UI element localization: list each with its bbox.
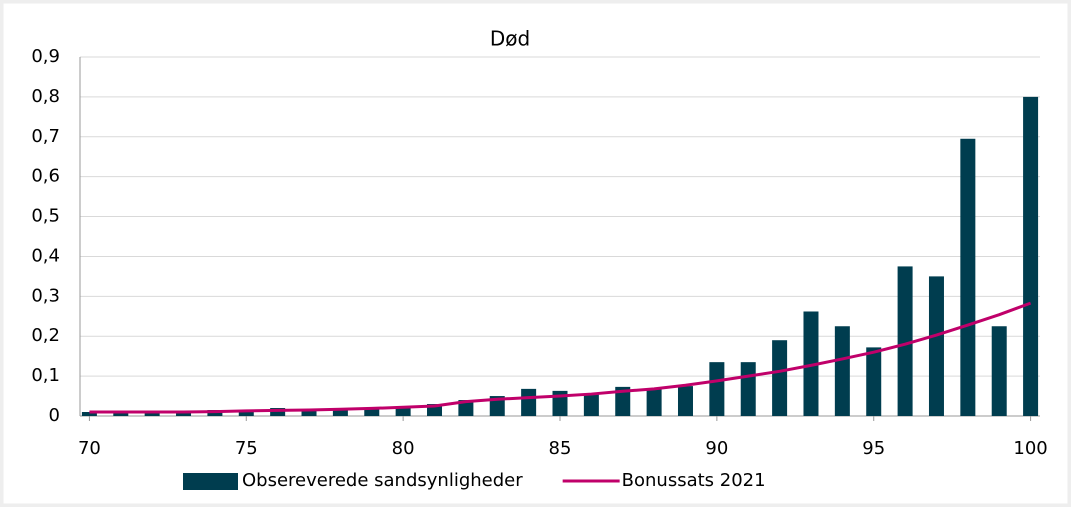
x-tick-label: 85: [549, 438, 572, 459]
bar: [960, 138, 976, 416]
bar: [176, 412, 192, 416]
bar: [521, 388, 537, 416]
y-tick-label: 0: [49, 405, 60, 426]
bar: [834, 326, 850, 416]
bar: [615, 386, 631, 416]
bar: [364, 408, 380, 416]
bar: [709, 362, 725, 416]
x-tick-label: 90: [705, 438, 728, 459]
bar: [866, 347, 882, 416]
y-tick-label: 0,9: [31, 46, 60, 67]
y-tick-label: 0,5: [31, 206, 60, 227]
bar: [458, 400, 474, 416]
bar: [489, 396, 505, 416]
bar: [113, 412, 129, 416]
x-tick-label: 95: [862, 438, 885, 459]
bar: [583, 394, 599, 416]
bar: [1023, 96, 1039, 416]
bar: [332, 410, 348, 416]
line: [89, 301, 1032, 414]
chart-title: Død: [490, 27, 530, 51]
bar: [270, 408, 286, 416]
bar: [395, 407, 411, 416]
bar: [991, 326, 1007, 416]
legend-label: Obsereverede sandsynligheder: [242, 470, 523, 491]
bar: [928, 276, 944, 416]
bar: [81, 412, 97, 416]
bar: [144, 412, 160, 416]
bar: [897, 266, 913, 416]
y-tick-label: 0,3: [31, 285, 60, 306]
y-tick-label: 0,8: [31, 86, 60, 107]
x-tick-label: 70: [78, 438, 101, 459]
y-tick-label: 0,2: [31, 325, 60, 346]
bar: [427, 404, 443, 416]
bar: [646, 388, 662, 416]
legend-label: Bonussats 2021: [622, 470, 766, 491]
bar: [740, 362, 756, 416]
legend-swatch: [183, 473, 238, 490]
bar: [803, 311, 819, 416]
bar: [772, 340, 788, 416]
y-tick-label: 0,1: [31, 365, 60, 386]
y-tick-label: 0,6: [31, 166, 60, 187]
bar: [677, 386, 693, 416]
y-tick-label: 0,4: [31, 245, 60, 266]
bar: [238, 410, 254, 416]
bar: [301, 410, 317, 416]
x-tick-label: 80: [392, 438, 415, 459]
x-tick-label: 100: [1013, 438, 1047, 459]
x-tick-label: 75: [235, 438, 258, 459]
y-tick-label: 0,7: [31, 126, 60, 147]
